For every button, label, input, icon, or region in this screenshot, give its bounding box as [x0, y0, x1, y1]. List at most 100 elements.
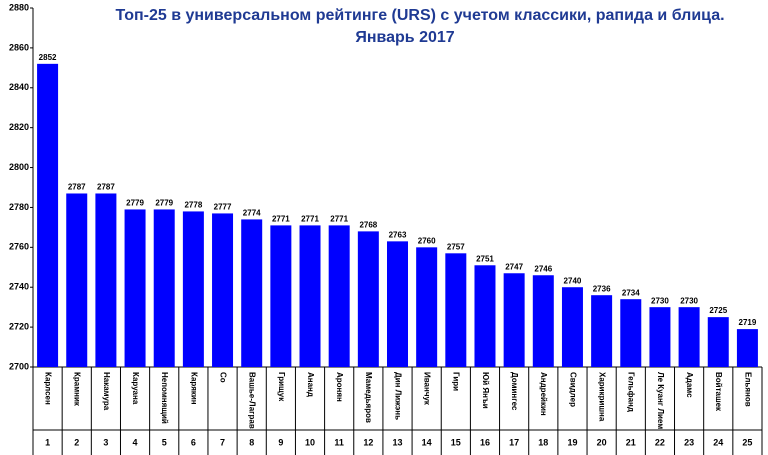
rank-label: 3 [103, 437, 108, 447]
x-tick-label: Юй Янъи [481, 372, 490, 409]
x-tick-label: Каруана [131, 372, 140, 405]
x-tick-label: Накамура [102, 372, 111, 411]
x-tick-label: Дин Лижэнь [393, 372, 402, 420]
value-label: 2757 [447, 242, 465, 251]
bar [212, 213, 234, 367]
value-label: 2852 [39, 53, 57, 62]
bar [270, 225, 292, 367]
x-tick-label: Со [218, 372, 227, 383]
rank-label: 10 [305, 437, 315, 447]
chart-title: Топ-25 в универсальном рейтинге (URS) с … [115, 7, 724, 24]
rank-label: 7 [220, 437, 225, 447]
rank-label: 14 [422, 437, 432, 447]
bar [474, 265, 496, 367]
bar [736, 329, 758, 367]
bar [387, 241, 408, 367]
chart-subtitle: Январь 2017 [355, 29, 454, 46]
value-label: 2734 [622, 288, 640, 297]
x-tick-label: Андрейкин [539, 372, 548, 416]
rank-label: 13 [392, 437, 402, 447]
x-tick-label: Войташек [714, 372, 723, 412]
rank-label: 17 [509, 437, 519, 447]
bar [357, 231, 379, 367]
x-tick-label: Иванчук [423, 372, 432, 406]
rank-label: 16 [480, 437, 490, 447]
value-label: 2777 [214, 203, 232, 212]
bar [182, 211, 204, 367]
value-label: 2771 [301, 215, 319, 224]
rank-label: 20 [597, 437, 607, 447]
x-tick-label: Адамс [685, 372, 694, 398]
bar [678, 307, 700, 367]
rank-label: 6 [191, 437, 196, 447]
rank-label: 11 [334, 437, 344, 447]
value-label: 2778 [184, 201, 202, 210]
x-tick-label: Карякин [189, 372, 198, 405]
rank-label: 9 [278, 437, 283, 447]
x-tick-label: Мамедьяров [364, 372, 373, 423]
y-tick-label: 2840 [9, 82, 29, 92]
value-label: 2730 [680, 296, 698, 305]
value-label: 2768 [359, 220, 377, 229]
y-tick-label: 2780 [9, 202, 29, 212]
rank-label: 19 [567, 437, 577, 447]
x-tick-label: Харикришна [598, 372, 607, 422]
rank-label: 8 [249, 437, 254, 447]
rank-label: 22 [655, 437, 665, 447]
value-label: 2740 [564, 276, 582, 285]
x-tick-label: Непомнящий [160, 372, 169, 424]
value-label: 2760 [418, 236, 436, 245]
y-tick-label: 2880 [9, 2, 29, 12]
y-tick-label: 2720 [9, 321, 29, 331]
bar [299, 225, 321, 367]
value-label: 2771 [272, 215, 290, 224]
bar [66, 193, 88, 367]
value-label: 2779 [126, 199, 144, 208]
y-tick-label: 2700 [9, 361, 29, 371]
x-tick-label: Гири [452, 372, 461, 391]
y-tick-label: 2800 [9, 162, 29, 172]
x-tick-label: Вашье-Лаграв [248, 372, 257, 429]
x-tick-label: Крамник [73, 372, 82, 407]
bar [620, 299, 642, 367]
bar [328, 225, 350, 367]
y-tick-label: 2740 [9, 282, 29, 292]
value-label: 2774 [243, 209, 261, 218]
value-label: 2746 [534, 264, 552, 273]
bar [124, 209, 146, 367]
value-label: 2779 [155, 199, 173, 208]
bar [37, 63, 59, 367]
y-tick-label: 2860 [9, 42, 29, 52]
bar [561, 287, 583, 367]
bar [591, 295, 613, 367]
value-label: 2771 [330, 215, 348, 224]
rank-label: 23 [684, 437, 694, 447]
bar [707, 317, 729, 367]
x-tick-label: Домингес [510, 372, 519, 411]
value-label: 2787 [68, 183, 86, 192]
bar [153, 209, 175, 367]
x-tick-label: Аронян [335, 372, 344, 402]
y-tick-label: 2760 [9, 242, 29, 252]
bar [445, 253, 467, 367]
bar [649, 307, 671, 367]
rank-label: 2 [74, 437, 79, 447]
rank-label: 18 [538, 437, 548, 447]
value-label: 2725 [709, 306, 727, 315]
x-tick-label: Гельфанд [627, 372, 636, 412]
bar [416, 247, 438, 367]
rank-label: 25 [742, 437, 752, 447]
value-label: 2730 [651, 296, 669, 305]
rank-label: 21 [626, 437, 636, 447]
rank-label: 12 [363, 437, 373, 447]
rank-label: 5 [162, 437, 167, 447]
value-label: 2747 [505, 262, 523, 271]
value-label: 2736 [593, 284, 611, 293]
rank-label: 24 [713, 437, 723, 447]
x-tick-label: Свидлер [568, 372, 577, 407]
value-label: 2763 [389, 230, 407, 239]
bar [95, 193, 117, 367]
rank-label: 4 [133, 437, 138, 447]
y-tick-label: 2820 [9, 122, 29, 132]
